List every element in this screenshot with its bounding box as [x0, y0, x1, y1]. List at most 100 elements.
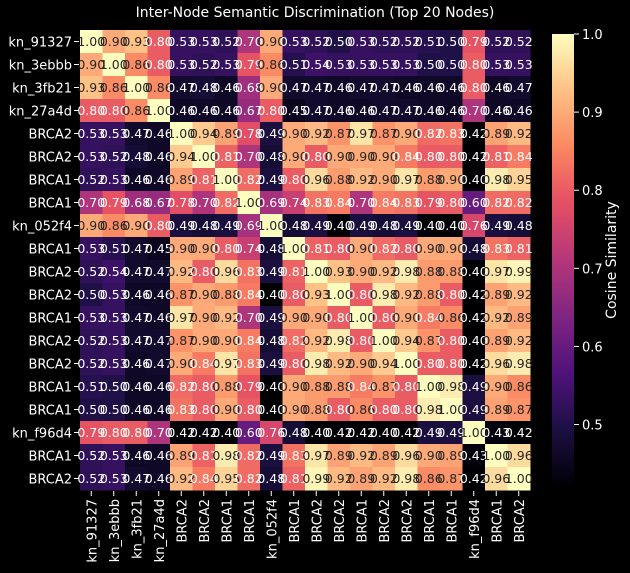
- row-label: kn_3ebbb: [9, 59, 72, 74]
- cell-value-label: 0.78: [235, 126, 263, 141]
- heatmap-cell: [170, 467, 193, 491]
- heatmap-cell: [417, 329, 441, 353]
- heatmap-cell: [147, 214, 171, 238]
- cell-value-label: 0.42: [167, 425, 195, 440]
- cell-value-label: 0.46: [122, 448, 150, 463]
- heatmap-cell: [102, 352, 126, 376]
- heatmap-cell: [327, 237, 351, 261]
- heatmap-cell: [237, 283, 261, 307]
- cell-value-label: 0.45: [145, 241, 173, 256]
- cell-value-label: 0.40: [302, 425, 330, 440]
- cell-value-label: 0.79: [235, 379, 263, 394]
- cell-value-label: 0.40: [460, 172, 488, 187]
- cell-value-label: 0.42: [460, 287, 488, 302]
- heatmap-cell: [417, 260, 441, 284]
- cell-value-label: 0.53: [77, 149, 105, 164]
- heatmap-cell: [395, 260, 418, 284]
- cell-value-label: 0.98: [325, 333, 353, 348]
- heatmap-cell: [282, 168, 306, 192]
- heatmap-cell: [462, 352, 486, 376]
- cell-value-label: 0.84: [190, 471, 218, 486]
- heatmap-cell: [462, 329, 486, 353]
- heatmap-cell: [282, 260, 306, 284]
- cell-value-label: 0.82: [370, 241, 398, 256]
- heatmap-cell: [102, 329, 126, 353]
- cell-value-label: 0.46: [145, 402, 173, 417]
- column-label: kn_91327: [85, 499, 100, 563]
- heatmap-cell: [80, 30, 103, 54]
- heatmap-cell: [125, 191, 148, 215]
- cell-value-label: 0.76: [257, 425, 285, 440]
- heatmap-cell: [485, 444, 508, 468]
- cell-value-label: 0.83: [302, 195, 330, 210]
- heatmap-cell: [260, 76, 283, 100]
- cell-value-label: 0.92: [347, 172, 375, 187]
- heatmap-cell: [260, 237, 283, 261]
- cell-value-label: 0.88: [212, 287, 240, 302]
- cell-value-label: 0.90: [325, 149, 353, 164]
- heatmap-cell: [440, 398, 463, 422]
- heatmap-cell: [215, 467, 238, 491]
- cell-value-label: 0.49: [257, 448, 285, 463]
- cell-value-label: 0.46: [122, 356, 150, 371]
- heatmap-cell: [395, 306, 418, 330]
- cell-value-label: 0.48: [257, 471, 285, 486]
- heatmap-cell: [350, 76, 373, 100]
- cell-value-label: 0.90: [302, 310, 330, 325]
- heatmap-cell: [507, 99, 531, 123]
- cell-value-label: 0.92: [505, 126, 533, 141]
- cell-value-label: 0.83: [167, 402, 195, 417]
- heatmap-cell: [80, 168, 103, 192]
- heatmap-cell: [147, 444, 171, 468]
- cell-value-label: 0.51: [415, 34, 443, 49]
- heatmap-cell: [170, 53, 193, 77]
- heatmap-cell: [440, 99, 463, 123]
- heatmap-cell: [507, 168, 531, 192]
- cell-value-label: 0.93: [77, 80, 105, 95]
- cell-value-label: 0.46: [122, 172, 150, 187]
- cell-value-label: 0.48: [280, 425, 308, 440]
- heatmap-cell: [507, 260, 531, 284]
- cell-value-label: 0.54: [100, 264, 128, 279]
- heatmap-cell: [237, 214, 261, 238]
- heatmap-cell: [192, 145, 216, 169]
- heatmap-cell: [305, 260, 328, 284]
- heatmap-cell: [170, 398, 193, 422]
- heatmap-cell: [462, 306, 486, 330]
- heatmap-cell: [147, 145, 171, 169]
- cell-value-label: 0.97: [302, 448, 330, 463]
- heatmap-cell: [395, 237, 418, 261]
- heatmap-cell: [395, 375, 418, 399]
- cell-value-label: 0.53: [190, 34, 218, 49]
- cell-value-label: 1.00: [257, 218, 285, 233]
- heatmap-cell: [372, 260, 396, 284]
- cell-value-label: 1.00: [280, 241, 308, 256]
- heatmap-cell: [237, 99, 261, 123]
- cell-value-label: 0.80: [370, 402, 398, 417]
- heatmap-cell: [305, 375, 328, 399]
- row-label: BRCA2: [28, 266, 72, 281]
- heatmap-cell: [80, 352, 103, 376]
- heatmap-cell: [462, 191, 486, 215]
- heatmap-cell: [282, 99, 306, 123]
- heatmap-cell: [440, 191, 463, 215]
- cell-value-label: 0.47: [145, 356, 173, 371]
- heatmap-cell: [215, 53, 238, 77]
- heatmap-cell: [147, 421, 171, 445]
- cell-value-label: 0.98: [482, 172, 510, 187]
- heatmap-cell: [125, 168, 148, 192]
- cell-value-label: 0.80: [145, 57, 173, 72]
- cell-value-label: 0.48: [460, 241, 488, 256]
- cell-value-label: 0.94: [370, 356, 398, 371]
- heatmap-cell: [147, 191, 171, 215]
- heatmap-cell: [192, 283, 216, 307]
- heatmap-cell: [282, 329, 306, 353]
- cell-value-label: 1.00: [437, 402, 465, 417]
- column-label: BRCA2: [333, 499, 348, 543]
- heatmap-cell: [507, 329, 531, 353]
- heatmap-cell: [462, 375, 486, 399]
- cell-value-label: 0.80: [212, 241, 240, 256]
- cell-value-label: 0.46: [212, 80, 240, 95]
- column-label: BRCA2: [378, 499, 393, 543]
- heatmap-cell: [170, 145, 193, 169]
